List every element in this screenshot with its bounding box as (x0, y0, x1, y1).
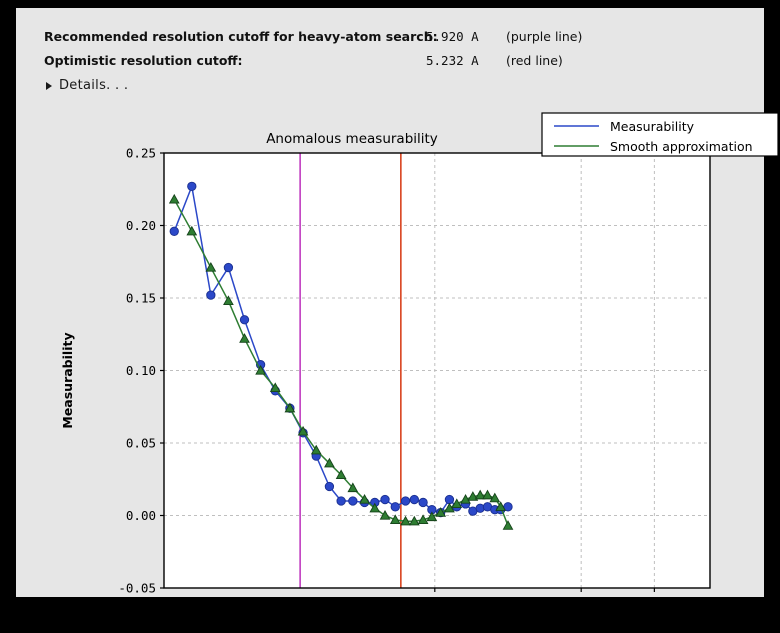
summary-value: 5.232 A (426, 52, 479, 68)
summary-label: Optimistic resolution cutoff: (44, 52, 243, 68)
chart-legend[interactable]: Measurability Smooth approximation (541, 112, 779, 157)
series-smooth-approximation (168, 193, 514, 530)
data-series-group (168, 181, 514, 530)
details-disclosure-toggle[interactable]: Details. . . (46, 78, 128, 93)
y-tick-label: 0.00 (126, 508, 156, 523)
triangle-right-icon (46, 81, 52, 90)
x-tick-label: 3.5 (643, 594, 666, 597)
chart-canvas: -0.05 0.00 0.05 0.10 0.15 0.20 0.25 5 4.0 3.5 Ano… (60, 112, 779, 598)
summary-value: 5.920 A (426, 28, 479, 44)
cutoff-lines-group (299, 153, 402, 588)
y-tick-label: 0.20 (126, 218, 156, 233)
summary-note: (red line) (506, 52, 563, 68)
x-tick-label: 4.0 (570, 594, 593, 597)
axis-ticks-group: -0.05 0.00 0.05 0.10 0.15 0.20 0.25 5 4.0 3.5 (118, 146, 665, 598)
anomalous-measurability-chart: -0.05 0.00 0.05 0.10 0.15 0.20 0.25 5 4.0 3.5 Ano… (32, 96, 780, 597)
y-tick-label: 0.25 (126, 146, 156, 161)
y-tick-label: 0.10 (126, 363, 156, 378)
summary-label: Recommended resolution cutoff for heavy-… (44, 28, 438, 44)
details-label: Details. . . (59, 78, 129, 93)
legend-label: Smooth approximation (610, 139, 753, 154)
summary-note: (purple line) (506, 28, 583, 44)
legend-label: Measurability (610, 119, 695, 134)
chart-title: Anomalous measurability (266, 131, 438, 147)
grid-lines-group (164, 153, 710, 588)
y-tick-label: 0.05 (126, 436, 156, 451)
summary-row-recommended-cutoff: Recommended resolution cutoff for heavy-… (44, 26, 744, 46)
y-axis-title: Measurability (60, 332, 75, 428)
y-tick-label: -0.05 (118, 581, 156, 596)
results-panel: Recommended resolution cutoff for heavy-… (16, 8, 779, 597)
x-tick-label: 5 (431, 594, 439, 597)
y-tick-label: 0.15 (126, 291, 156, 306)
summary-row-optimistic-cutoff: Optimistic resolution cutoff: 5.232 A (r… (44, 50, 744, 70)
